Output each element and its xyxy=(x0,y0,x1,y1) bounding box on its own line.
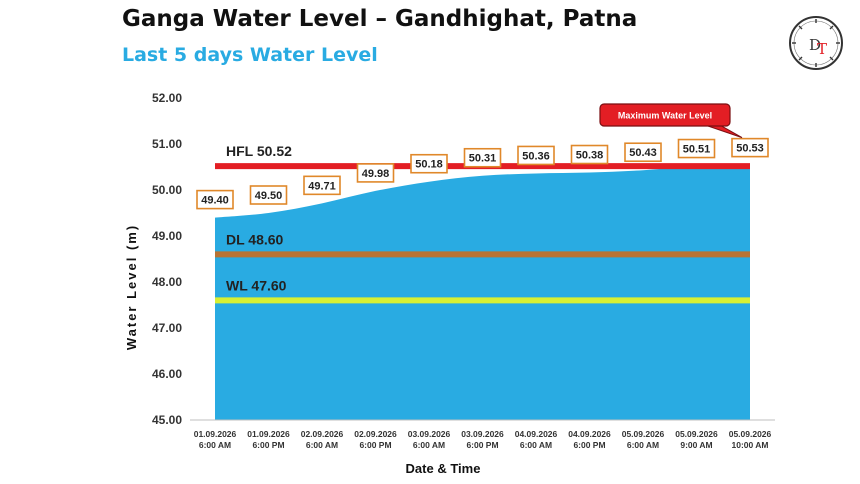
data-label: 50.38 xyxy=(570,144,609,165)
y-tick-label: 51.00 xyxy=(152,137,182,151)
data-label: 50.51 xyxy=(677,138,716,159)
y-tick-label: 48.00 xyxy=(152,275,182,289)
clock-logo-icon: D T xyxy=(789,16,843,70)
water-level-area xyxy=(215,165,750,420)
x-tick-label: 01.09.2026 6:00 PM xyxy=(247,429,290,450)
svg-text:50.36: 50.36 xyxy=(522,150,550,162)
svg-text:49.71: 49.71 xyxy=(308,180,336,192)
data-label: 49.50 xyxy=(249,185,288,205)
logo-letter-t: T xyxy=(817,40,827,58)
x-tick-label: 03.09.2026 6:00 PM xyxy=(461,429,504,450)
svg-text:Maximum Water Level: Maximum Water Level xyxy=(618,111,712,121)
svg-text:49.50: 49.50 xyxy=(255,190,283,202)
svg-text:50.31: 50.31 xyxy=(469,153,497,165)
data-label: 49.98 xyxy=(356,163,395,183)
svg-text:50.51: 50.51 xyxy=(683,144,711,156)
x-tick-label: 02.09.2026 6:00 PM xyxy=(354,429,397,450)
x-tick-label: 01.09.2026 6:00 AM xyxy=(194,429,237,450)
y-tick-label: 49.00 xyxy=(152,229,182,243)
svg-text:50.53: 50.53 xyxy=(736,143,764,155)
data-label: 49.71 xyxy=(303,175,341,196)
x-tick-label: 05.09.2026 6:00 AM xyxy=(622,429,665,450)
svg-text:50.38: 50.38 xyxy=(576,150,604,162)
data-label: 50.53 xyxy=(731,137,769,158)
data-label: 50.18 xyxy=(410,153,448,174)
x-tick-label: 03.09.2026 6:00 AM xyxy=(408,429,451,450)
svg-text:50.18: 50.18 xyxy=(415,159,443,171)
y-tick-label: 45.00 xyxy=(152,413,182,427)
y-tick-label: 52.00 xyxy=(152,91,182,105)
chart-subtitle: Last 5 days Water Level xyxy=(122,44,378,66)
data-label: 50.43 xyxy=(624,142,662,163)
data-label: 50.31 xyxy=(463,147,502,168)
x-tick-label: 04.09.2026 6:00 AM xyxy=(515,429,558,450)
x-tick-label: 05.09.2026 10:00 AM xyxy=(729,429,772,450)
data-label: 50.36 xyxy=(517,145,555,166)
logo-letter-d: D xyxy=(809,36,821,54)
svg-text:49.98: 49.98 xyxy=(362,168,390,180)
x-tick-label: 02.09.2026 6:00 AM xyxy=(301,429,344,450)
dl-label: DL 48.60 xyxy=(226,231,284,247)
y-tick-label: 50.00 xyxy=(152,183,182,197)
y-axis-label: Water Level (m) xyxy=(124,224,139,350)
svg-text:50.43: 50.43 xyxy=(629,147,657,159)
data-label: 49.40 xyxy=(196,189,234,210)
x-axis-label: Date & Time xyxy=(406,461,481,476)
y-tick-label: 46.00 xyxy=(152,367,182,381)
x-tick-label: 04.09.2026 6:00 PM xyxy=(568,429,611,450)
x-tick-label: 05.09.2026 9:00 AM xyxy=(675,429,718,450)
wl-label: WL 47.60 xyxy=(226,277,287,293)
chart-title: Ganga Water Level – Gandhighat, Patna xyxy=(122,6,638,32)
svg-text:49.40: 49.40 xyxy=(201,195,229,207)
hfl-label: HFL 50.52 xyxy=(226,143,292,159)
max-water-level-callout: Maximum Water Level xyxy=(599,103,743,139)
y-tick-label: 47.00 xyxy=(152,321,182,335)
